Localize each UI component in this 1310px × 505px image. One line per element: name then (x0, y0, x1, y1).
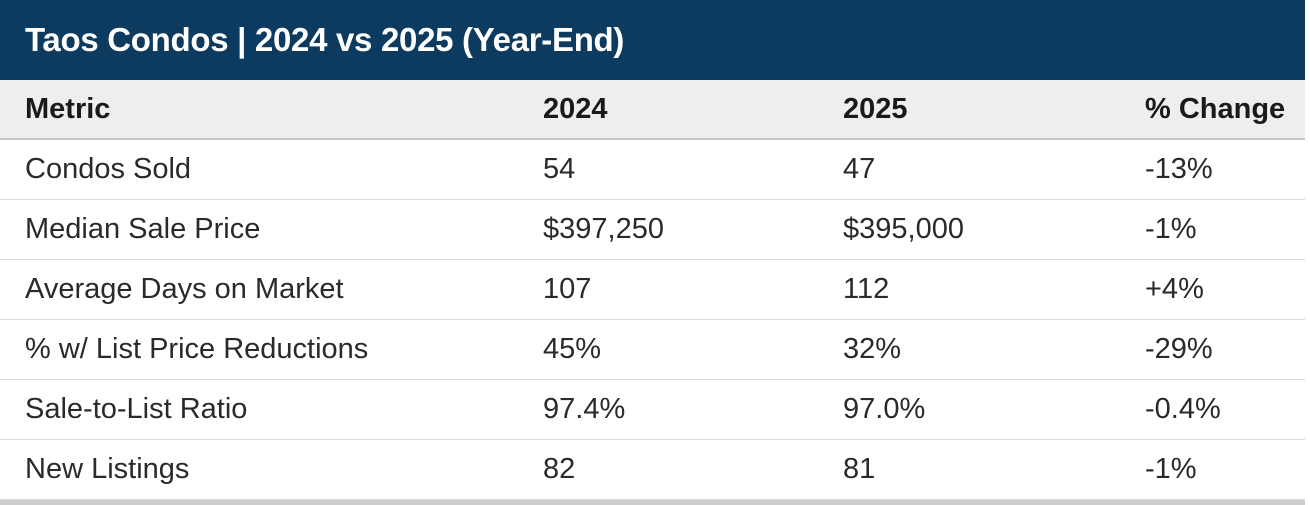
table-row-median-sale-price: Median Sale Price $397,250 $395,000 -1% (0, 200, 1305, 260)
metric-label: New Listings (25, 453, 190, 485)
value-2025: 47 (843, 153, 876, 185)
table-title: Taos Condos | 2024 vs 2025 (Year-End) (25, 21, 625, 58)
value-2025: $395,000 (843, 213, 964, 245)
value-2024: 97.4% (543, 393, 626, 425)
value-2025: 112 (843, 273, 890, 305)
bottom-border-strip (0, 500, 1305, 505)
table-row-new-listings: New Listings 82 81 -1% (0, 440, 1305, 500)
value-change: +4% (1145, 273, 1204, 305)
value-change: -13% (1145, 153, 1213, 185)
value-change: -1% (1145, 213, 1197, 245)
value-2025: 97.0% (843, 393, 926, 425)
metric-label: Condos Sold (25, 153, 192, 185)
value-2024: $397,250 (543, 213, 664, 245)
table-row-list-price-reductions: % w/ List Price Reductions 45% 32% -29% (0, 320, 1305, 380)
column-header-row: Metric 2024 2025 % Change (0, 80, 1305, 140)
value-2025: 81 (843, 453, 876, 485)
value-2024: 107 (543, 273, 592, 305)
value-change: -1% (1145, 453, 1197, 485)
table-row-sale-to-list-ratio: Sale-to-List Ratio 97.4% 97.0% -0.4% (0, 380, 1305, 440)
column-header-metric: Metric (25, 92, 111, 125)
column-header-2024: 2024 (543, 92, 608, 125)
value-change: -29% (1145, 333, 1213, 365)
value-2024: 54 (543, 153, 576, 185)
value-change: -0.4% (1145, 393, 1221, 425)
metric-label: % w/ List Price Reductions (25, 333, 369, 365)
metric-label: Sale-to-List Ratio (25, 393, 248, 425)
table-row-average-days-on-market: Average Days on Market 107 112 +4% (0, 260, 1305, 320)
metric-label: Average Days on Market (25, 273, 344, 305)
value-2024: 82 (543, 453, 576, 485)
column-header-2025: 2025 (843, 92, 908, 125)
table-row-condos-sold: Condos Sold 54 47 -13% (0, 140, 1305, 200)
metric-label: Median Sale Price (25, 213, 261, 245)
value-2025: 32% (843, 333, 902, 365)
column-header-change: % Change (1145, 92, 1286, 125)
value-2024: 45% (543, 333, 602, 365)
table-title-bar: Taos Condos | 2024 vs 2025 (Year-End) (0, 0, 1305, 80)
